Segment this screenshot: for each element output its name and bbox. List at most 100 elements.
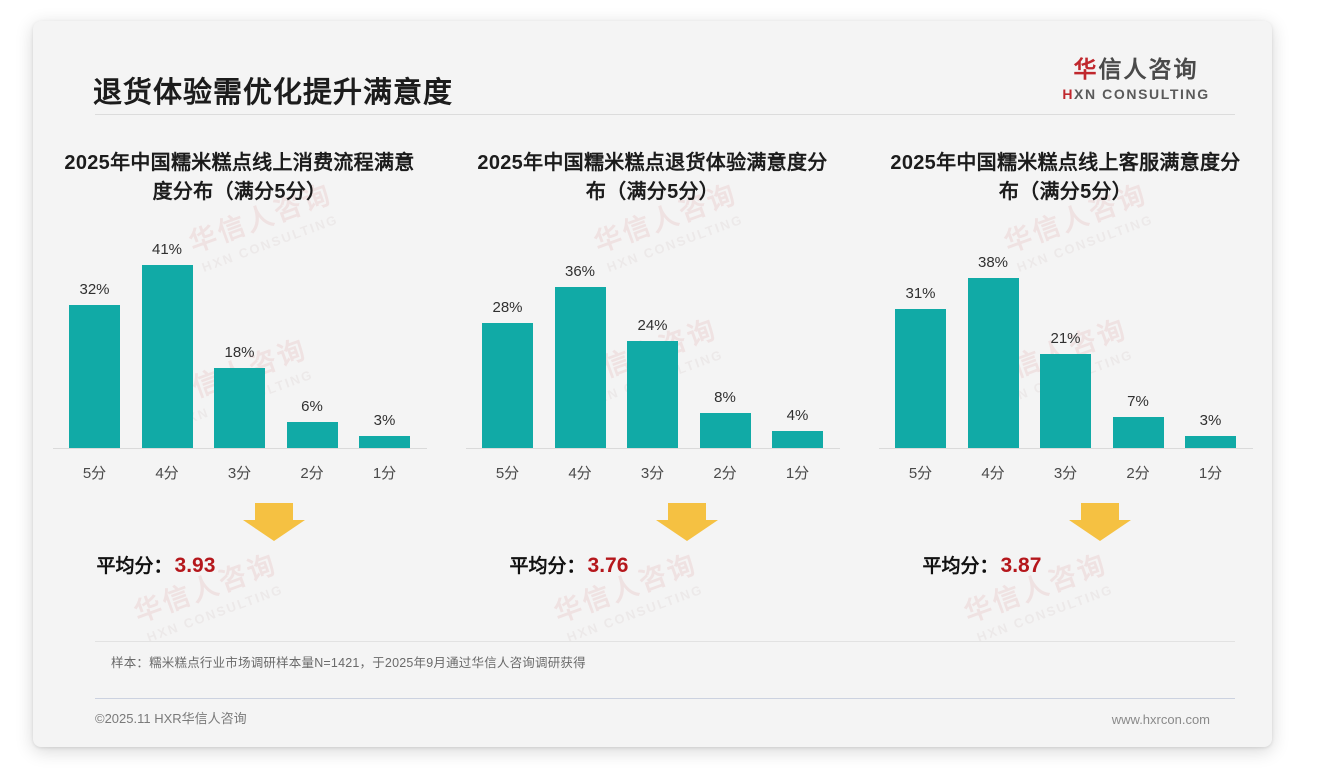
average-block: 平均分：3.87 [901, 503, 1231, 587]
footer-divider [95, 698, 1235, 699]
slide-header: 退货体验需优化提升满意度 华信人咨询 HXN CONSULTING [33, 21, 1272, 117]
bar-column: 21% [1038, 229, 1094, 449]
page-title: 退货体验需优化提升满意度 [93, 77, 454, 109]
x-axis-ticks: 5分 4分 3分 2分 1分 [871, 462, 1261, 483]
bar-column: 31% [893, 229, 949, 449]
logo-chinese-text: 华信人咨询 [1036, 56, 1236, 82]
website-link[interactable]: www.hxrcon.com [1111, 712, 1210, 727]
average-block: 平均分：3.76 [488, 503, 818, 587]
bar-value-label: 24% [637, 317, 668, 334]
average-value: 3.87 [1000, 554, 1042, 577]
average-score: 平均分：3.87 [923, 551, 1042, 578]
x-tick-label: 4分 [981, 465, 1005, 482]
x-axis-line [52, 448, 427, 449]
footnote-divider [95, 641, 1235, 642]
x-tick-label: 2分 [713, 465, 737, 482]
bar[interactable] [286, 422, 338, 449]
bar[interactable] [359, 436, 410, 449]
bar-column: 24% [625, 229, 681, 449]
bar-column: 18% [212, 229, 268, 449]
bar[interactable] [895, 309, 946, 449]
bar[interactable] [772, 431, 823, 449]
bar-chart: 28% 36% 24% 8% [458, 229, 848, 491]
bar-column: 36% [552, 229, 608, 449]
x-tick-label: 5分 [495, 465, 520, 482]
bar-value-label: 38% [977, 254, 1009, 271]
bars-container: 28% 36% 24% 8% [458, 229, 848, 449]
bar[interactable] [967, 278, 1019, 449]
arrow-head [655, 520, 718, 541]
x-tick-label: 3分 [227, 465, 252, 482]
arrow-shaft [254, 503, 293, 520]
logo-en-accent: H [1062, 86, 1075, 103]
arrow-head [242, 520, 305, 541]
bar-value-label: 21% [1050, 330, 1081, 347]
bar-column: 3% [1183, 229, 1239, 449]
x-tick-label: 4分 [568, 465, 592, 482]
bar-value-label: 8% [714, 389, 736, 406]
bar[interactable] [1112, 417, 1164, 449]
bar-value-label: 28% [492, 299, 523, 316]
header-divider [95, 114, 1235, 115]
bar-value-label: 6% [301, 398, 323, 415]
bar-chart: 32% 41% 18% 6% [45, 229, 435, 491]
x-tick-label: 2分 [300, 465, 324, 482]
bar-value-label: 3% [1199, 412, 1222, 429]
average-score: 平均分：3.76 [510, 551, 629, 578]
bars-container: 31% 38% 21% 7% [871, 229, 1261, 449]
x-tick-label: 3分 [640, 465, 665, 482]
x-axis-ticks: 5分 4分 3分 2分 1分 [45, 462, 435, 483]
bar-column: 4% [770, 229, 826, 449]
bar[interactable] [699, 413, 751, 449]
x-tick-label: 4分 [155, 465, 179, 482]
average-block: 平均分：3.93 [75, 503, 405, 587]
bar-column: 7% [1110, 229, 1166, 449]
bar-value-label: 18% [224, 344, 255, 361]
x-tick-label: 3分 [1053, 465, 1078, 482]
charts-row: 2025年中国糯米糕点线上消费流程满意度分布（满分5分） 32% 41% 18% [33, 149, 1272, 587]
average-score: 平均分：3.93 [97, 551, 216, 578]
x-axis-ticks: 5分 4分 3分 2分 1分 [458, 462, 848, 483]
x-tick-label: 1分 [785, 465, 810, 482]
arrow-shaft [1080, 503, 1119, 520]
bar-value-label: 4% [786, 407, 809, 424]
logo-english-text: HXN CONSULTING [1036, 86, 1236, 102]
slide-card: 华信人咨询 HXN CONSULTING 华信人咨询 HXN CONSULTIN… [33, 21, 1272, 747]
arrow-shaft [667, 503, 706, 520]
average-value: 3.93 [174, 554, 216, 577]
bar[interactable] [69, 305, 120, 449]
watermark-en: HXN CONSULTING [974, 581, 1116, 645]
x-axis-line [878, 448, 1253, 449]
bar-value-label: 41% [151, 241, 183, 258]
bar-value-label: 31% [905, 285, 936, 302]
average-label: 平均分： [96, 556, 173, 577]
chart-title: 2025年中国糯米糕点线上消费流程满意度分布（满分5分） [64, 152, 415, 203]
bar[interactable] [1040, 354, 1091, 449]
x-tick-label: 5分 [908, 465, 933, 482]
chart-panel-3: 2025年中国糯米糕点线上客服满意度分布（满分5分） 31% 38% 21% [859, 149, 1272, 587]
bar[interactable] [627, 341, 678, 449]
logo-rest-chars: 信人咨询 [1098, 56, 1199, 82]
chart-panel-1: 2025年中国糯米糕点线上消费流程满意度分布（满分5分） 32% 41% 18% [33, 149, 446, 587]
company-logo: 华信人咨询 HXN CONSULTING [1036, 56, 1236, 102]
watermark-en: HXN CONSULTING [564, 581, 706, 645]
bar[interactable] [141, 265, 193, 449]
bars-container: 32% 41% 18% 6% [45, 229, 435, 449]
bar-column: 8% [697, 229, 753, 449]
x-tick-label: 1分 [1198, 465, 1223, 482]
bar[interactable] [554, 287, 606, 449]
bar-value-label: 7% [1127, 393, 1149, 410]
bar-chart: 31% 38% 21% 7% [871, 229, 1261, 491]
bar-value-label: 32% [79, 281, 110, 298]
sample-footnote: 样本：糯米糕点行业市场调研样本量N=1421，于2025年9月通过华信人咨询调研… [111, 656, 586, 670]
average-label: 平均分： [922, 556, 999, 577]
bar[interactable] [214, 368, 265, 449]
bar-column: 3% [357, 229, 413, 449]
chart-panel-2: 2025年中国糯米糕点退货体验满意度分布（满分5分） 28% 36% 24% [446, 149, 859, 587]
x-tick-label: 2分 [1126, 465, 1150, 482]
bar-value-label: 36% [564, 263, 596, 280]
bar[interactable] [482, 323, 533, 449]
average-value: 3.76 [587, 554, 629, 577]
copyright-text: ©2025.11 HXR华信人咨询 [95, 711, 247, 726]
bar[interactable] [1185, 436, 1236, 449]
